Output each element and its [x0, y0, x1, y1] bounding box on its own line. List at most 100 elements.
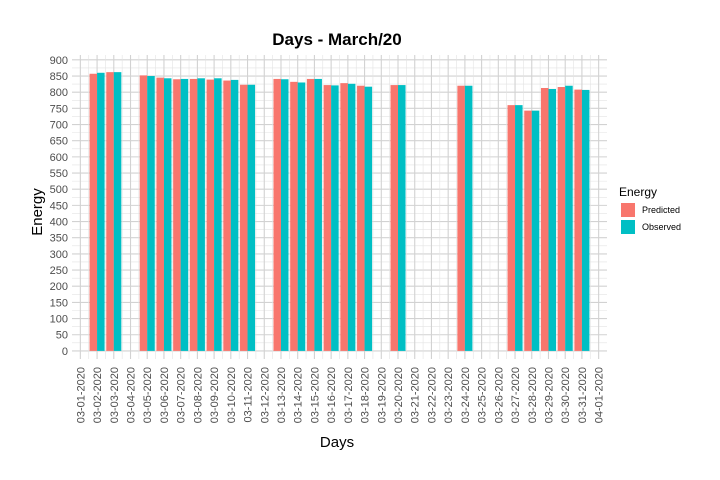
y-tick-label: 150 [50, 297, 68, 309]
bar-predicted [189, 78, 198, 351]
y-tick-label: 550 [50, 168, 68, 180]
bar-predicted [173, 79, 181, 351]
bar-predicted [306, 78, 315, 351]
bar-observed [147, 76, 155, 351]
bar-observed [314, 78, 322, 351]
y-tick-label: 200 [50, 281, 68, 293]
x-tick-label: 03-08-2020 [192, 367, 204, 423]
x-tick-label: 03-28-2020 [527, 367, 539, 423]
bar-observed [214, 78, 222, 351]
bar-observed [347, 83, 356, 351]
y-tick-label: 700 [50, 120, 68, 132]
x-tick-label: 03-30-2020 [560, 367, 572, 423]
bar-predicted [156, 77, 164, 351]
bar-observed [548, 88, 557, 351]
x-tick-label: 04-01-2020 [594, 367, 606, 423]
bar-predicted [139, 75, 148, 351]
bar-predicted [390, 85, 399, 351]
x-tick-label: 03-17-2020 [343, 367, 355, 423]
y-tick-label: 500 [50, 184, 68, 196]
y-tick-label: 900 [50, 55, 68, 67]
x-tick-label: 03-21-2020 [410, 367, 422, 423]
bar-observed [163, 78, 172, 351]
bar-predicted [89, 73, 98, 351]
legend-label-predicted: Predicted [642, 205, 680, 215]
bar-predicted [206, 79, 215, 351]
bar-observed [197, 78, 205, 351]
bar-observed [398, 85, 406, 351]
bar-predicted [540, 87, 549, 351]
x-tick-label: 03-15-2020 [309, 367, 321, 423]
legend-label-observed: Observed [642, 222, 681, 232]
x-tick-label: 03-18-2020 [360, 367, 372, 423]
x-tick-label: 03-04-2020 [126, 367, 138, 423]
x-tick-label: 03-20-2020 [393, 367, 405, 423]
x-tick-label: 03-27-2020 [510, 367, 522, 423]
bar-predicted [340, 83, 348, 351]
bar-predicted [507, 105, 516, 351]
x-tick-label: 03-01-2020 [75, 367, 87, 423]
x-tick-label: 03-22-2020 [426, 367, 438, 423]
bar-predicted [357, 85, 365, 351]
x-tick-label: 03-03-2020 [109, 367, 121, 423]
bar-predicted [106, 72, 114, 351]
bar-predicted [240, 84, 248, 351]
x-tick-label: 03-26-2020 [493, 367, 505, 423]
x-tick-label: 03-31-2020 [577, 367, 589, 423]
x-axis-ticks: 03-01-2020 03-02-2020 03-03-2020 03-04-2020… [75, 367, 605, 423]
bar-observed [97, 72, 105, 351]
bar-predicted [574, 89, 582, 351]
bar-observed [230, 79, 239, 351]
bar-predicted [273, 78, 281, 351]
x-axis-title: Days [320, 434, 354, 451]
x-tick-label: 03-23-2020 [443, 367, 455, 423]
bar-observed [464, 85, 473, 351]
x-tick-label: 03-09-2020 [209, 367, 221, 423]
bar-predicted [290, 81, 298, 351]
x-tick-label: 03-06-2020 [159, 367, 171, 423]
bars [89, 72, 590, 351]
x-tick-label: 03-02-2020 [92, 367, 104, 423]
bar-observed [531, 110, 540, 351]
y-tick-label: 750 [50, 103, 68, 115]
x-tick-label: 03-16-2020 [326, 367, 338, 423]
legend-title: Energy [619, 185, 657, 199]
x-tick-label: 03-24-2020 [460, 367, 472, 423]
x-tick-label: 03-25-2020 [477, 367, 489, 423]
y-tick-label: 600 [50, 152, 68, 164]
legend-key-predicted [621, 203, 635, 217]
legend: Energy Predicted Observed [619, 185, 681, 234]
y-tick-label: 800 [50, 87, 68, 99]
y-tick-label: 300 [50, 249, 68, 261]
x-tick-label: 03-19-2020 [376, 367, 388, 423]
bar-predicted [323, 85, 332, 351]
y-tick-label: 850 [50, 71, 68, 83]
bar-observed [180, 78, 189, 351]
bar-observed [297, 82, 306, 351]
bar-observed [515, 105, 523, 351]
bar-observed [113, 72, 122, 351]
bar-observed [331, 85, 339, 351]
bar-predicted [457, 85, 465, 351]
bar-predicted [557, 87, 566, 351]
x-tick-label: 03-05-2020 [142, 367, 154, 423]
y-tick-label: 400 [50, 217, 68, 229]
y-tick-label: 100 [50, 314, 68, 326]
bar-predicted [524, 110, 532, 351]
y-tick-label: 650 [50, 136, 68, 148]
x-tick-label: 03-14-2020 [293, 367, 305, 423]
bar-observed [565, 85, 573, 351]
legend-key-observed [621, 220, 635, 234]
bar-observed [280, 79, 289, 351]
y-tick-label: 0 [62, 346, 68, 358]
y-tick-label: 350 [50, 233, 68, 245]
y-axis-ticks: 0 50 100 150 200 250 300 350 400 450 500 550 600 650 7… [50, 55, 68, 358]
y-axis-title: Energy [29, 188, 46, 236]
x-tick-label: 03-29-2020 [543, 367, 555, 423]
y-tick-label: 450 [50, 200, 68, 212]
bar-observed [581, 89, 590, 351]
x-tick-label: 03-11-2020 [243, 367, 255, 422]
y-tick-label: 250 [50, 265, 68, 277]
y-tick-label: 50 [56, 330, 68, 342]
x-tick-label: 03-07-2020 [176, 367, 188, 423]
